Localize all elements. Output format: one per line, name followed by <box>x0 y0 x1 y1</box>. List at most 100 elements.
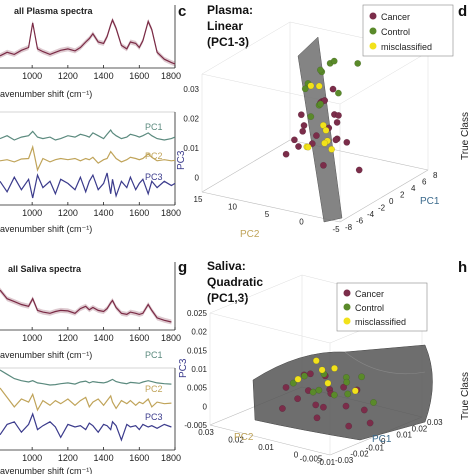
saliva-ztick-label: 0.005 <box>187 384 208 393</box>
saliva-point-control <box>358 373 365 381</box>
plasma-ztick-label: 0.01 <box>183 144 199 153</box>
panel-h-ylabel: True Class <box>460 372 471 420</box>
plasma-loadings-xlabel: avenumber shift (cm⁻¹) <box>0 224 92 234</box>
saliva-box-ceiling-edge <box>209 312 331 344</box>
saliva-xtick-label: 0.01 <box>396 431 412 440</box>
plasma-spectra-tick-label: 1000 <box>22 71 42 81</box>
saliva-legend-cancer-label: Cancer <box>355 289 384 299</box>
saliva-point-misclassified <box>318 366 326 374</box>
plasma-spectra-line-0 <box>0 18 176 65</box>
saliva-spectra-plot <box>0 287 172 325</box>
plasma-xtick-label: 6 <box>422 178 427 187</box>
panel-d-ylabel: True Class <box>460 112 471 160</box>
saliva-legend-control-marker <box>343 303 351 311</box>
saliva-point-control <box>344 390 352 398</box>
plasma-point-cancer <box>355 166 363 174</box>
plasma-3d-title-line3: (PC1-3) <box>207 35 249 49</box>
saliva-pc2-label: PC2 <box>145 384 163 394</box>
saliva-point-cancer <box>345 422 353 430</box>
plasma-point-cancer <box>335 112 342 119</box>
plasma-loadings-xticks: 1000 1200 1400 1600 1800 <box>22 202 181 218</box>
saliva-xtick-label: 0 <box>381 437 386 446</box>
plasma-point-cancer <box>300 122 308 129</box>
saliva-legend-control-label: Control <box>355 303 384 313</box>
saliva-loadings-line-pc2 <box>0 387 172 412</box>
plasma-spectra-tick-label: 1200 <box>58 71 78 81</box>
saliva-loadings-xlabel: avenumber shift (cm⁻¹) <box>0 466 92 474</box>
saliva-legend: Cancer Control misclassified <box>336 282 428 332</box>
plasma-loadings-line-pc2 <box>0 144 176 172</box>
saliva-3d-xlabel: PC1 <box>372 434 392 445</box>
plasma-xtick-label: -6 <box>356 217 364 226</box>
plasma-point-misclassified <box>315 82 323 90</box>
panel-d: d True Class <box>458 3 471 160</box>
saliva-spectra-title: all Saliva spectra <box>8 264 82 274</box>
saliva-xtick-label: -0.02 <box>350 450 369 459</box>
saliva-legend-misclassified-label: misclassified <box>355 317 406 327</box>
saliva-loadings-tick-label: 1400 <box>94 453 114 463</box>
plasma-xtick-label: 0 <box>389 197 394 206</box>
saliva-point-misclassified <box>312 357 320 365</box>
saliva-surface-fold <box>344 351 426 375</box>
saliva-ytick-label: 0.02 <box>228 436 244 445</box>
plasma-pc3-label: PC3 <box>145 172 163 182</box>
saliva-3d-title-line1: Saliva: <box>207 259 246 273</box>
saliva-point-cancer <box>366 419 374 427</box>
saliva-loadings-tick-label: 1200 <box>58 453 78 463</box>
plasma-point-cancer <box>333 119 341 126</box>
saliva-spectra-tick-label: 1600 <box>129 333 149 343</box>
plasma-point-control <box>317 100 324 108</box>
saliva-ytick-label: 0 <box>294 451 299 460</box>
saliva-spectra-tick-label: 1800 <box>161 333 181 343</box>
plasma-point-cancer <box>332 136 340 144</box>
saliva-point-misclassified <box>351 387 359 395</box>
plasma-point-misclassified <box>319 121 327 129</box>
plasma-point-cancer <box>321 97 329 104</box>
plasma-loadings-tick-label: 1200 <box>58 208 78 218</box>
saliva-point-cancer <box>312 401 320 409</box>
saliva-point-control <box>309 388 317 396</box>
plasma-spectra-tick-label: 1600 <box>129 71 149 81</box>
saliva-legend-box <box>336 282 428 332</box>
saliva-legend-misclassified-marker <box>343 317 351 325</box>
saliva-spectra-tick-label: 1200 <box>58 333 78 343</box>
saliva-spectra-xticks: 1000 1200 1400 1600 1800 <box>22 327 181 343</box>
saliva-point-control <box>300 372 308 380</box>
plasma-ytick-label: 15 <box>194 195 203 204</box>
plasma-point-cancer <box>299 127 307 135</box>
plasma-point-cancer <box>319 161 327 169</box>
plasma-ztick-label: 0 <box>195 173 200 182</box>
saliva-point-cancer <box>360 406 368 414</box>
saliva-point-cancer <box>340 383 347 391</box>
plasma-loadings-line-pc3 <box>0 172 176 199</box>
saliva-3d-title-line2: Quadratic <box>207 275 263 289</box>
saliva-point-control <box>315 386 323 394</box>
saliva-point-cancer <box>306 370 314 378</box>
saliva-3d-ticks: -0.00500.0050.010.0150.020.025-0.01-0.00… <box>184 309 443 467</box>
plasma-ytick-label: 0 <box>299 218 304 227</box>
plasma-point-misclassified <box>307 82 315 90</box>
plasma-ytick-label: -5 <box>332 225 340 234</box>
plasma-xtick-label: -8 <box>345 223 353 232</box>
saliva-ztick-label: 0.01 <box>191 365 207 374</box>
plasma-3d-title-line2: Linear <box>207 19 243 33</box>
plasma-point-control <box>330 57 338 65</box>
plasma-loadings-tick-label: 1400 <box>94 208 114 218</box>
plasma-spectra-xlabel: avenumber shift (cm⁻¹) <box>0 89 92 99</box>
saliva-pc3-label: PC3 <box>145 412 163 422</box>
plasma-point-cancer <box>308 140 316 148</box>
panel-saliva-loadings: PC1 PC2 PC3 1000 1200 1400 1600 1800 avenumb… <box>0 350 181 474</box>
saliva-point-misclassified <box>294 375 302 383</box>
saliva-loadings-line-pc3 <box>0 412 172 442</box>
panel-saliva-spectra: all Saliva spectra 1000 1200 1400 1600 1800 … <box>0 262 181 360</box>
plasma-ytick-label: 10 <box>228 203 237 212</box>
saliva-point-misclassified <box>331 364 338 372</box>
plasma-point-cancer <box>329 85 337 93</box>
plasma-legend-control-marker <box>369 27 377 35</box>
plasma-point-misclassified <box>321 139 328 147</box>
saliva-point-control <box>343 378 351 386</box>
saliva-loadings-tick-label: 1000 <box>22 453 42 463</box>
saliva-point-cancer <box>278 405 286 412</box>
saliva-ztick-label: 0 <box>203 402 208 411</box>
